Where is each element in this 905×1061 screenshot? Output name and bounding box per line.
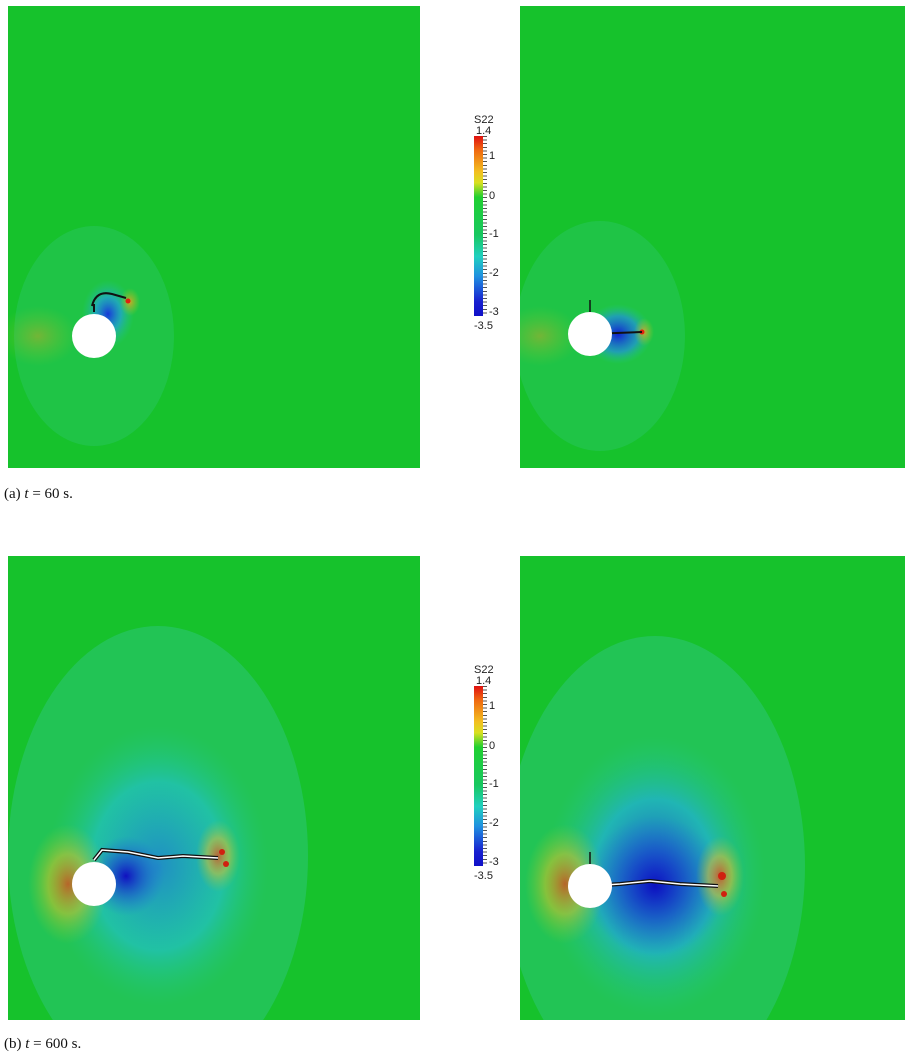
colorbar-gradient [474,136,483,316]
colorbar-tick: -2 [489,817,499,829]
colorbar-tick: -3 [489,856,499,868]
colorbar-title: S22 [474,664,494,676]
colorbar-tick: -1 [489,778,499,790]
borehole-circle [72,862,116,906]
caption-a: (a) t = 60 s. [4,486,73,502]
colorbar-tick: -3.5 [474,870,493,882]
colorbar-minor-ticks [483,136,487,316]
colorbar-minor-ticks [483,686,487,866]
colorbar-tick: -3 [489,306,499,318]
colorbar-tick: 0 [489,740,496,752]
colorbar-tick: 0 [489,190,496,202]
colorbar-tick: 1 [489,700,496,712]
borehole-circle [568,312,612,356]
borehole-circle [568,864,612,908]
colorbar-tick: 1 [489,150,496,162]
colorbar-tick: -2 [489,267,499,279]
colorbar-tick: -3.5 [474,320,493,332]
colorbar-tick: 1.4 [476,125,492,137]
crack-path [91,292,127,307]
borehole-circle [72,314,116,358]
colorbar-title: S22 [474,114,494,126]
colorbar-tick: -1 [489,228,499,240]
stress-field-panel-b-left [8,556,420,1020]
colorbar-a: S22 1.4 1 0 -1 -2 -3 -3.5 [470,114,530,344]
colorbar-tick: 1.4 [476,675,492,687]
stress-field-panel-a-right [520,6,905,468]
caption-b: (b) t = 600 s. [4,1036,82,1052]
colorbar-b: S22 1.4 1 0 -1 -2 -3 -3.5 [470,664,530,894]
colorbar-gradient [474,686,483,866]
stress-field-panel-a-left [8,6,420,468]
stress-field-panel-b-right [520,556,905,1020]
